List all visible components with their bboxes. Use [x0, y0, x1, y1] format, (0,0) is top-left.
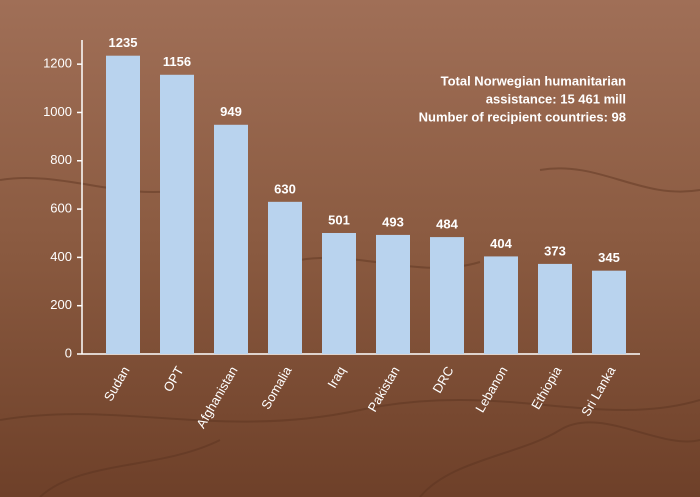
bar	[268, 201, 302, 354]
bar	[322, 232, 356, 354]
value-label: 501	[328, 212, 350, 227]
bar	[214, 124, 248, 354]
bar	[160, 74, 194, 354]
value-label: 493	[382, 214, 404, 229]
annotation: assistance: 15 461 mill	[486, 91, 626, 106]
y-tick-label: 800	[50, 152, 72, 167]
y-tick-label: 200	[50, 297, 72, 312]
value-label: 949	[220, 104, 242, 119]
value-label: 373	[544, 243, 566, 258]
value-label: 345	[598, 250, 620, 265]
y-tick-label: 0	[65, 345, 72, 360]
y-tick-label: 1000	[43, 104, 72, 119]
bar	[484, 256, 518, 354]
y-tick-label: 600	[50, 201, 72, 216]
value-label: 1235	[109, 35, 138, 50]
annotation: Total Norwegian humanitarian	[441, 73, 626, 88]
value-label: 484	[436, 217, 458, 232]
y-tick-label: 1200	[43, 56, 72, 71]
bar	[430, 237, 464, 354]
bar	[106, 55, 140, 354]
annotation: Number of recipient countries: 98	[419, 109, 626, 124]
value-label: 630	[274, 181, 296, 196]
bar	[592, 270, 626, 354]
value-label: 404	[490, 236, 512, 251]
bar	[538, 263, 572, 354]
bar	[376, 234, 410, 354]
y-tick-label: 400	[50, 249, 72, 264]
value-label: 1156	[163, 54, 191, 69]
